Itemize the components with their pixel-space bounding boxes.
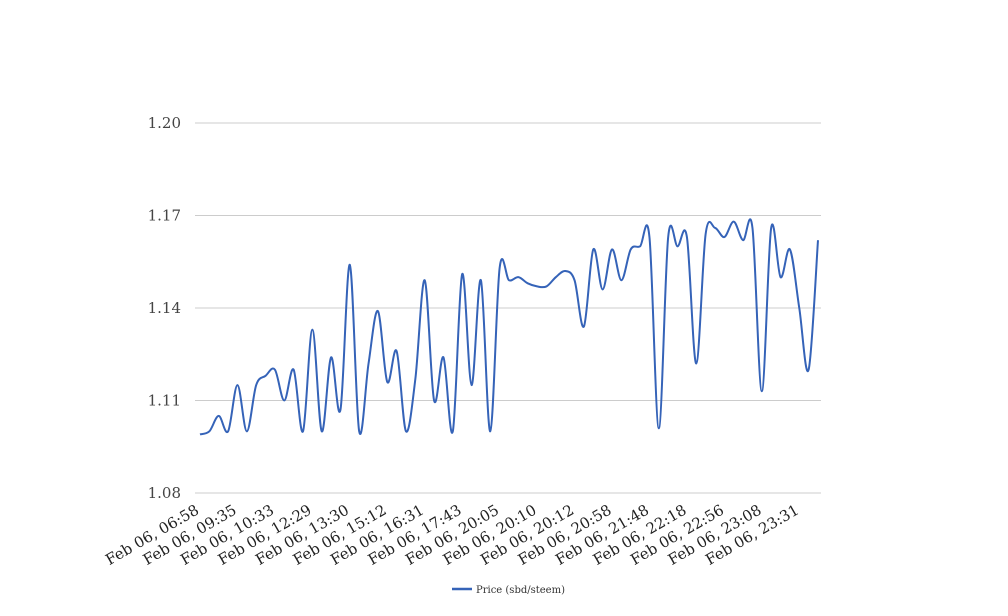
legend-label: Price (sbd/steem) [476,585,565,596]
y-tick-label: 1.17 [148,207,181,225]
y-tick-label: 1.11 [148,392,181,410]
series-lines [199,218,819,436]
y-tick-label: 1.20 [148,114,181,132]
y-tick-label: 1.08 [148,484,181,502]
legend: Price (sbd/steem) [452,585,565,596]
y-tick-label: 1.14 [148,299,181,317]
y-axis-ticks: 1.20 1.17 1.14 1.11 1.08 [148,114,181,502]
price-series-line [199,218,819,436]
gridlines [195,122,821,494]
